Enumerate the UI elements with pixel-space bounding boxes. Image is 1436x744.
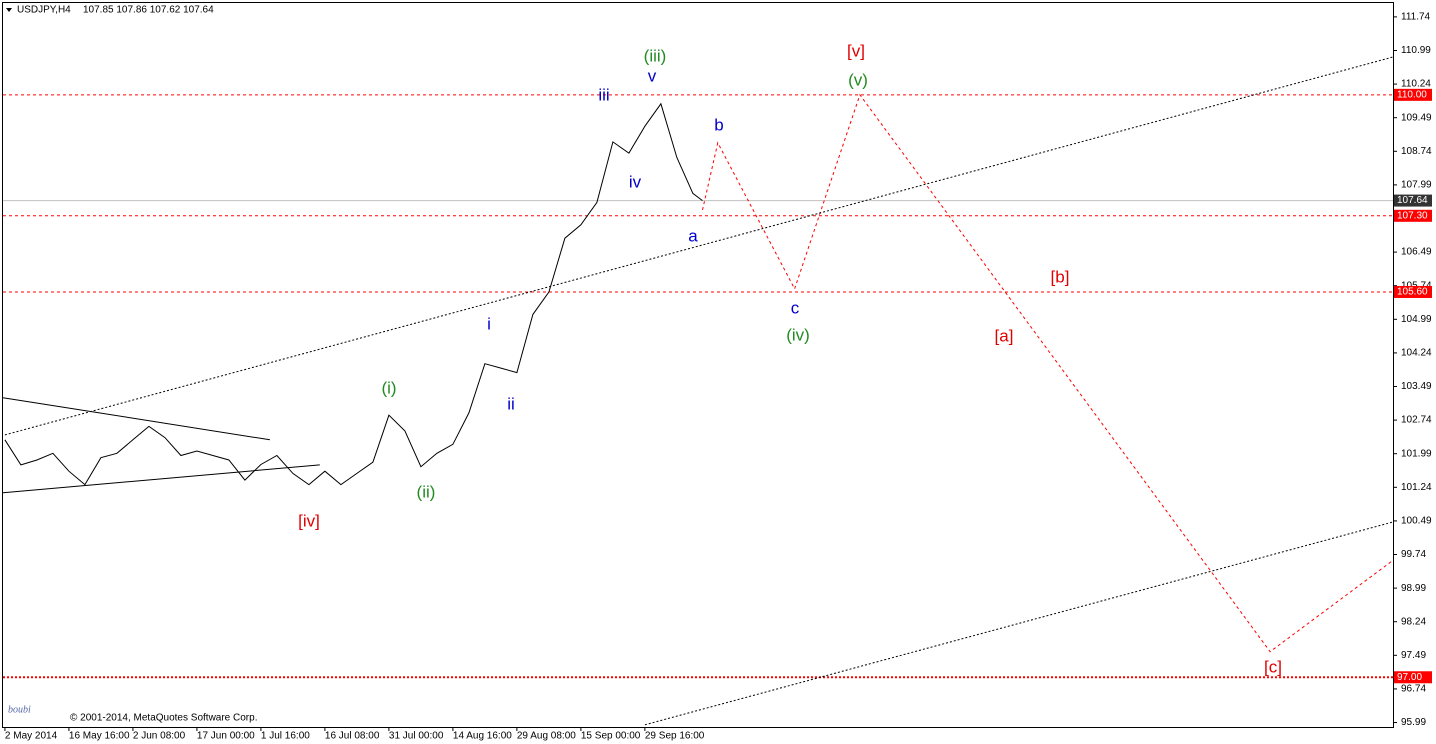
wave-label: [b] <box>1051 267 1070 286</box>
level-label: 107.30 <box>1397 210 1428 221</box>
level-box <box>1394 671 1432 684</box>
series-line <box>702 93 1394 653</box>
y-tick-label: 98.99 <box>1401 583 1426 594</box>
level-label: 105.60 <box>1397 287 1428 298</box>
wave-label: a <box>688 226 698 245</box>
y-tick-label: 109.49 <box>1401 112 1432 123</box>
wave-label: iv <box>629 172 642 191</box>
series-line <box>4 56 1394 436</box>
y-tick-label: 101.24 <box>1401 482 1432 493</box>
copyright: © 2001-2014, MetaQuotes Software Corp. <box>70 713 257 724</box>
level-box <box>1394 285 1432 298</box>
wave-label: [c] <box>1264 657 1282 676</box>
y-tick-label: 96.74 <box>1401 684 1426 695</box>
y-tick-label: 108.74 <box>1401 146 1432 157</box>
wave-label: (iv) <box>786 325 810 344</box>
wave-label: (ii) <box>417 482 436 501</box>
x-tick-label: 14 Aug 16:00 <box>453 731 512 742</box>
level-label: 110.00 <box>1397 89 1427 100</box>
x-tick-label: 2 Jun 08:00 <box>133 731 186 742</box>
y-tick-label: 110.24 <box>1401 79 1431 90</box>
y-tick-label: 104.24 <box>1401 348 1432 359</box>
x-tick-label: 16 May 16:00 <box>69 731 130 742</box>
wave-label: [iv] <box>298 511 320 530</box>
level-label: 107.64 <box>1397 195 1428 206</box>
wave-label: v <box>648 66 657 85</box>
wave-label: (iii) <box>644 46 667 65</box>
wave-label: (i) <box>381 378 396 397</box>
y-tick-label: 103.49 <box>1401 381 1432 392</box>
x-tick-label: 17 Jun 00:00 <box>197 731 255 742</box>
y-tick-label: 97.49 <box>1401 650 1426 661</box>
x-tick-label: 15 Sep 00:00 <box>581 731 641 742</box>
x-tick-label: 29 Sep 16:00 <box>645 731 705 742</box>
menu-arrow <box>6 8 12 12</box>
level-box <box>1394 88 1432 101</box>
series-line <box>4 102 703 486</box>
wave-label: b <box>714 115 723 134</box>
y-tick-label: 107.99 <box>1401 180 1432 191</box>
y-tick-label: 99.74 <box>1401 549 1426 560</box>
wave-label: ii <box>507 394 515 413</box>
wave-label: c <box>791 298 800 317</box>
plot-frame <box>2 2 1394 728</box>
series-line <box>644 521 1394 726</box>
x-tick-label: 1 Jul 16:00 <box>261 731 310 742</box>
y-tick-label: 104.99 <box>1401 314 1432 325</box>
wave-label: (v) <box>848 70 868 89</box>
y-tick-label: 101.99 <box>1401 448 1432 459</box>
y-tick-label: 102.74 <box>1401 415 1432 426</box>
series-line <box>2 464 320 494</box>
y-tick-label: 105.74 <box>1401 280 1432 291</box>
signature: boubi <box>8 704 31 715</box>
level-label: 97.00 <box>1397 672 1422 683</box>
y-tick-label: 111.74 <box>1401 12 1431 23</box>
x-tick-label: 16 Jul 08:00 <box>325 731 380 742</box>
y-tick-label: 95.99 <box>1401 717 1426 728</box>
x-tick-label: 2 May 2014 <box>5 731 58 742</box>
wave-label: [a] <box>995 326 1014 345</box>
series-line <box>2 397 270 441</box>
chart-title: USDJPY,H4 <box>17 5 71 16</box>
y-tick-label: 98.24 <box>1401 616 1426 627</box>
x-tick-label: 31 Jul 00:00 <box>389 731 444 742</box>
y-tick-label: 106.49 <box>1401 247 1432 258</box>
wave-label: i <box>487 314 491 333</box>
chart-subtitle: 107.85 107.86 107.62 107.64 <box>83 5 214 16</box>
wave-label: iii <box>598 85 609 104</box>
y-tick-label: 100.49 <box>1401 516 1432 527</box>
level-box <box>1394 194 1432 207</box>
wave-label: [v] <box>847 41 865 60</box>
y-tick-label: 110.99 <box>1401 45 1431 56</box>
level-box <box>1394 209 1432 222</box>
x-tick-label: 29 Aug 08:00 <box>517 731 576 742</box>
